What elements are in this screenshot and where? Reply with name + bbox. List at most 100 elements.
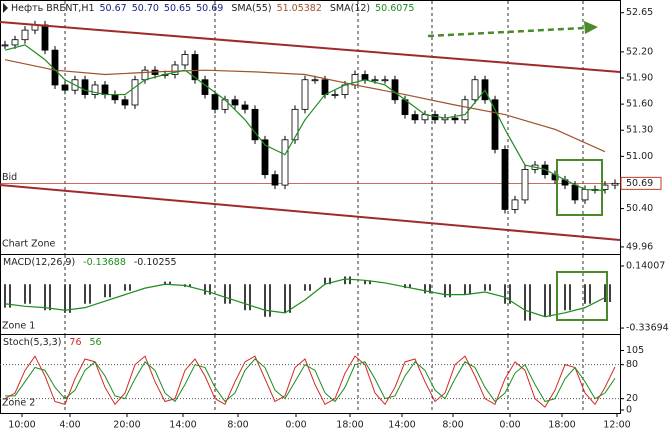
candle (611, 182, 619, 186)
legend: Нефть BRENT,H1 50.67 50.70 50.65 50.69 SMA(55… (11, 3, 414, 14)
candle (251, 108, 259, 141)
y-tick-label: 105 (626, 345, 644, 356)
legend-item: 56 (90, 337, 102, 348)
candle (141, 69, 149, 81)
candle (11, 39, 19, 46)
candle (171, 64, 179, 75)
candle (241, 104, 249, 110)
candle (261, 139, 269, 176)
candle (301, 79, 309, 110)
arrow-head (584, 21, 598, 34)
candle (131, 79, 139, 106)
x-tick-label: 0:00 (499, 420, 520, 431)
legend-item: 50.6075 (375, 3, 414, 14)
candle (411, 114, 419, 121)
legend-item: SMA(12) (330, 3, 370, 14)
candle (281, 139, 289, 186)
y-tick-label: 51.30 (626, 125, 653, 136)
y-tick-label: 80 (626, 359, 638, 370)
y-tick-label: 52.20 (626, 46, 653, 57)
candle (381, 79, 389, 82)
candle (501, 148, 509, 210)
bid-value: 50.69 (626, 178, 653, 189)
y-tick-label: 0 (626, 405, 632, 416)
highlight-box (556, 271, 608, 321)
x-tick-label: 20:00 (113, 420, 140, 431)
y-tick-label: 52.65 (626, 7, 653, 18)
y-tick-label: 51.90 (626, 73, 653, 84)
candle (511, 199, 519, 210)
y-tick-label: 49.96 (626, 241, 653, 252)
legend-item: 50.65 (164, 3, 191, 14)
bid-tag (620, 176, 662, 190)
candle (471, 79, 479, 101)
candle (191, 54, 199, 81)
candle (331, 94, 339, 96)
candle (491, 99, 499, 150)
signal-line (4, 278, 606, 318)
candle (371, 79, 379, 82)
candle (321, 79, 329, 95)
legend-item: -0.10255 (134, 257, 177, 268)
candle (181, 54, 189, 66)
x-tick-label: 0:00 (285, 420, 306, 431)
legend-item: 51.05382 (277, 3, 322, 14)
x-tick-label: 18:00 (336, 420, 363, 431)
candle (211, 94, 219, 110)
candle (81, 79, 89, 95)
zone-label: Zone 2 (2, 398, 35, 409)
legend-item: Нефть BRENT,H1 (11, 3, 95, 14)
candle (1, 44, 9, 47)
trend-line (0, 184, 621, 241)
bid-label: Bid (2, 172, 17, 183)
candle (231, 99, 239, 106)
y-tick-label: -0.33694 (626, 323, 669, 334)
candle (121, 99, 129, 106)
legend: MACD(12,26,9) -0.13688 -0.10255 (3, 257, 177, 268)
legend-icon (3, 3, 8, 13)
candle (311, 79, 319, 82)
candle (391, 79, 399, 101)
candle (111, 94, 119, 101)
panel-frame (0, 334, 621, 414)
zone-label: Chart Zone (2, 239, 55, 250)
candle (21, 29, 29, 41)
x-tick-label: 14:00 (388, 420, 415, 431)
y-tick-label: 51.60 (626, 99, 653, 110)
legend-item: Stoch(5,3,3) (3, 337, 61, 348)
x-tick-label: 18:00 (548, 420, 575, 431)
stoch-line (4, 355, 616, 408)
y-tick-label: 51.00 (626, 151, 653, 162)
candle (291, 108, 299, 141)
candle (101, 84, 109, 95)
legend-item: 50.70 (132, 3, 159, 14)
y-tick-label: 0.14007 (626, 261, 665, 272)
candle (361, 74, 369, 81)
x-tick-label: 10:00 (8, 420, 35, 431)
candle (271, 174, 279, 186)
x-tick-label: 8:00 (227, 420, 248, 431)
candle (451, 117, 459, 121)
legend-item: MACD(12,26,9) (3, 257, 75, 268)
legend: Stoch(5,3,3) 76 56 (3, 337, 102, 348)
trend-line (0, 21, 621, 73)
x-tick-label: 4:00 (59, 420, 80, 431)
y-tick-label: 20 (626, 393, 638, 404)
legend-item: 50.67 (100, 3, 127, 14)
legend-item: SMA(55) (231, 3, 271, 14)
stoch-line (5, 358, 616, 403)
candle (581, 189, 589, 201)
sma-line (4, 59, 606, 153)
legend-item: 76 (69, 337, 81, 348)
x-tick-label: 12:00 (603, 420, 630, 431)
x-tick-label: 14:00 (169, 420, 196, 431)
zone-label: Zone 1 (2, 321, 35, 332)
highlight-box (556, 159, 603, 216)
x-tick-label: 8:00 (442, 420, 463, 431)
candle (91, 84, 99, 95)
legend-item: -0.13688 (83, 257, 126, 268)
candle (521, 169, 529, 201)
